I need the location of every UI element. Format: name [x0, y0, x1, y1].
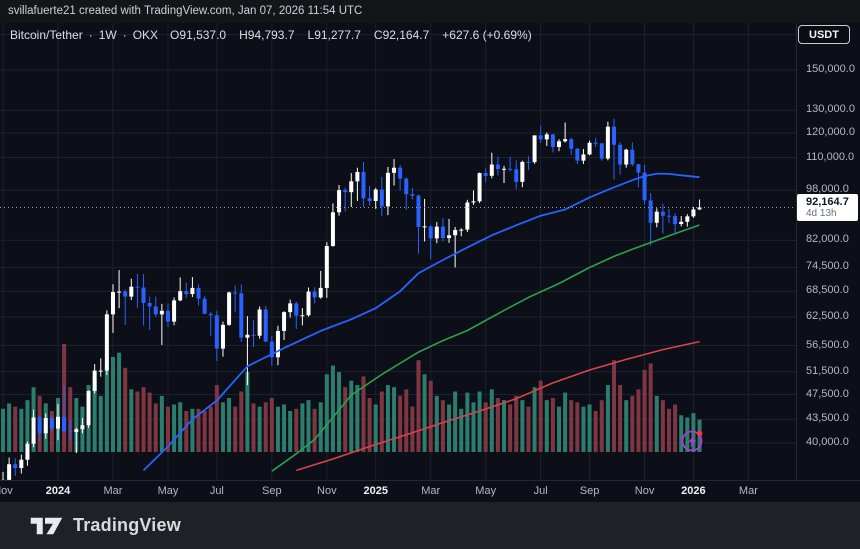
- attribution-bar: svillafuerte21 created with TradingView.…: [0, 0, 860, 23]
- bar-countdown: 4d 13h: [806, 208, 837, 220]
- current-price-value: 92,164.7: [806, 196, 849, 209]
- exchange-label: OKX: [132, 28, 159, 42]
- currency-toggle-button[interactable]: USDT: [798, 25, 850, 44]
- ma-line-ma200w: [296, 340, 700, 472]
- time-axis-label: Sep: [579, 485, 600, 497]
- change-value: +627.6 (+0.69%): [442, 28, 532, 42]
- price-axis-label: 56,500.0: [806, 338, 849, 351]
- ma-line-ma50w: [142, 172, 700, 472]
- price-axis-label: 120,000.0: [806, 125, 855, 138]
- price-axis-label: 82,000.0: [806, 233, 849, 246]
- price-axis-label: 43,500.0: [806, 412, 849, 425]
- current-price-tag: 92,164.7 4d 13h: [797, 194, 858, 222]
- tradingview-logo-icon[interactable]: [30, 516, 63, 536]
- candlestick-series: [1, 118, 702, 480]
- high-value: H 94,793.7: [239, 28, 295, 42]
- symbol-legend: Bitcoin/Tether · 1W · OKX O 91,537.0 H 94,…: [10, 28, 532, 42]
- time-axis-label: Jul: [533, 485, 548, 497]
- time-axis-label: Jul: [209, 485, 224, 497]
- price-axis-label: 68,500.0: [806, 284, 849, 297]
- flash-ring-icon: [681, 430, 703, 452]
- price-axis-label: 74,500.0: [806, 260, 849, 273]
- footer-bar: TradingView: [0, 502, 860, 549]
- price-scale-separator: [796, 23, 797, 502]
- time-axis-label: Mar: [421, 485, 441, 497]
- time-axis-year-label: 2024: [45, 485, 71, 497]
- open-value: O 91,537.0: [170, 28, 227, 42]
- time-axis-label: Nov: [0, 485, 13, 497]
- time-axis-label: Sep: [262, 485, 282, 497]
- time-axis-year-label: 2025: [363, 485, 388, 497]
- symbol-name: Bitcoin/Tether: [10, 28, 83, 42]
- price-axis-label: 150,000.0: [806, 63, 855, 75]
- time-axis-year-label: 2026: [681, 485, 706, 497]
- price-axis-label: 51,500.0: [806, 364, 849, 377]
- time-axis-label: Mar: [103, 485, 123, 497]
- price-axis-label: 62,500.0: [806, 310, 849, 323]
- price-axis-label: 110,000.0: [806, 150, 855, 163]
- legend-separator: ·: [88, 28, 93, 42]
- price-axis-label: 130,000.0: [806, 103, 855, 116]
- close-value: C 92,164.7: [373, 28, 430, 42]
- flash-button[interactable]: [679, 427, 706, 454]
- price-scale[interactable]: 92,164.7 4d 13h 150,000.0 130,000.0 120,00…: [797, 23, 860, 480]
- lightning-icon: [688, 435, 697, 448]
- time-axis-label: Nov: [634, 485, 655, 497]
- timeframe-label: 1W: [98, 28, 117, 42]
- legend-separator: ·: [122, 28, 127, 42]
- low-value: L 91,277.7: [307, 28, 361, 42]
- notification-dot-icon: [696, 430, 703, 437]
- price-axis-label: 47,500.0: [806, 387, 849, 400]
- attribution-text: svillafuerte21 created with TradingView.…: [8, 5, 363, 17]
- time-axis-label: May: [475, 485, 497, 497]
- ma-line-ma100w: [271, 224, 700, 472]
- brand-name[interactable]: TradingView: [73, 515, 181, 535]
- time-axis-label: Nov: [317, 485, 337, 497]
- time-axis-label: Mar: [738, 485, 758, 497]
- price-axis-label: 98,000.0: [806, 183, 849, 196]
- chart-canvas[interactable]: [0, 23, 796, 480]
- price-axis-label: 40,000.0: [806, 436, 849, 448]
- time-scale[interactable]: Nov 2024 Mar May Jul Sep Nov 2025 Mar May Jul Sep No…: [0, 480, 860, 503]
- time-axis-label: May: [157, 485, 179, 497]
